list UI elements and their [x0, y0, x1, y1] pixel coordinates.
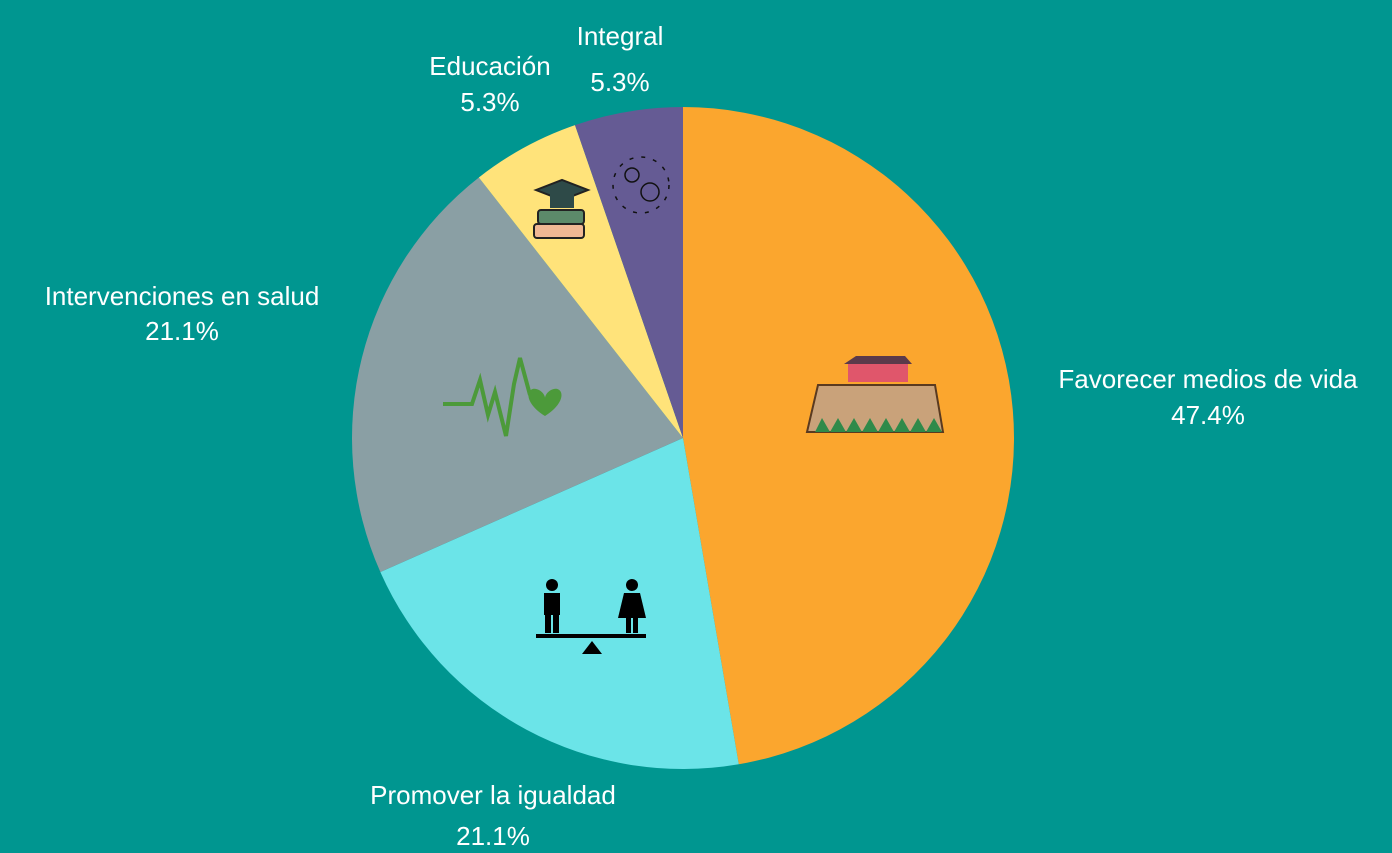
slice-label: Integral [577, 21, 664, 51]
slice-value-label: 5.3% [460, 87, 519, 117]
page: Favorecer medios de vida 47.4% Promover la… [0, 0, 1392, 853]
slice-value-label: 21.1% [456, 821, 530, 851]
slices [352, 107, 1014, 769]
slice-label: Promover la igualdad [370, 780, 616, 810]
slice-label: Favorecer medios de vida [1058, 364, 1358, 394]
slice-label: Educación [429, 51, 550, 81]
chart: Favorecer medios de vida 47.4% Promover la… [0, 0, 1392, 853]
slice-label: Intervenciones en salud [45, 281, 320, 311]
slice-value-label: 21.1% [145, 316, 219, 346]
slice-value-label: 47.4% [1171, 400, 1245, 430]
slice-value-label: 5.3% [590, 67, 649, 97]
education-icon [534, 180, 588, 238]
